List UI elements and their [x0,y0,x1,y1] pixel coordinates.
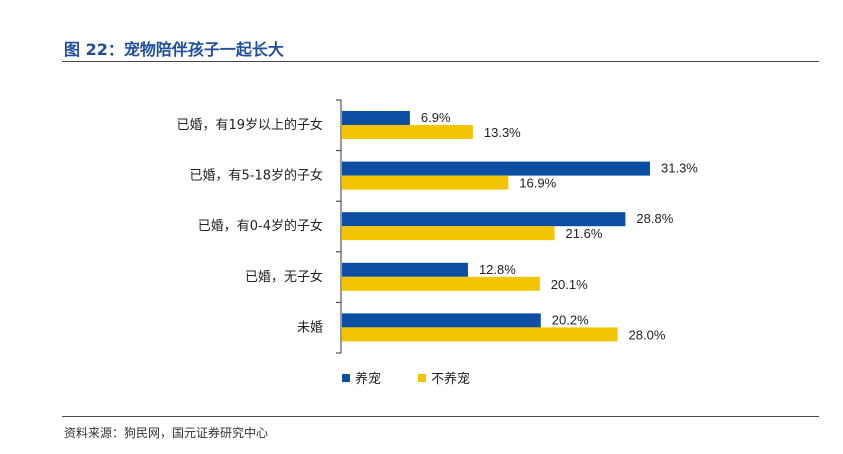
bar-series1-0 [342,111,410,125]
data-label-series1-3: 12.8% [479,262,516,277]
figure-title: 图 22：宠物陪伴孩子一起长大 [64,40,284,59]
data-label-series2-4: 28.0% [629,327,666,342]
data-label-series1-1: 31.3% [661,161,698,176]
category-label-4: 未婚 [297,320,323,335]
bar-series2-0 [342,125,473,139]
category-label-2: 已婚，有0-4岁的子女 [198,218,323,234]
bar-series2-3 [342,276,540,291]
legend: 养宠 不养宠 [342,371,470,387]
bar-series1-3 [342,262,468,277]
labels-layer: 6.9% 13.3% 已婚，有19岁以上的子女 31.3% 16.9% 已婚，有5-18岁… [176,110,698,342]
top-rule [62,61,819,62]
data-label-series2-1: 16.9% [519,176,556,191]
legend-swatch-series2 [418,374,426,382]
bars-layer [342,111,650,342]
bar-series1-2 [342,212,626,227]
data-label-series2-0: 13.3% [484,125,521,140]
data-label-series1-2: 28.8% [636,211,673,226]
category-label-1: 已婚，有5-18岁的子女 [189,168,323,184]
bar-series2-2 [342,226,555,241]
legend-swatch-series1 [342,374,350,382]
bar-series2-4 [342,327,618,342]
category-label-3: 已婚，无子女 [245,269,323,285]
bar-series2-1 [342,175,509,190]
bottom-rule [62,416,819,417]
legend-label-series2: 不养宠 [431,371,470,387]
data-label-series1-4: 20.2% [552,312,589,327]
category-ticks [336,99,341,354]
category-label-0: 已婚，有19岁以上的子女 [176,117,323,133]
legend-label-series1: 养宠 [355,371,381,387]
source-note: 资料来源：狗民网，国元证券研究中心 [64,426,269,440]
bar-series1-1 [342,161,650,176]
data-label-series2-2: 21.6% [566,226,603,241]
bar-series1-4 [342,313,541,328]
data-label-series1-0: 6.9% [421,110,451,125]
data-label-series2-3: 20.1% [551,277,588,292]
